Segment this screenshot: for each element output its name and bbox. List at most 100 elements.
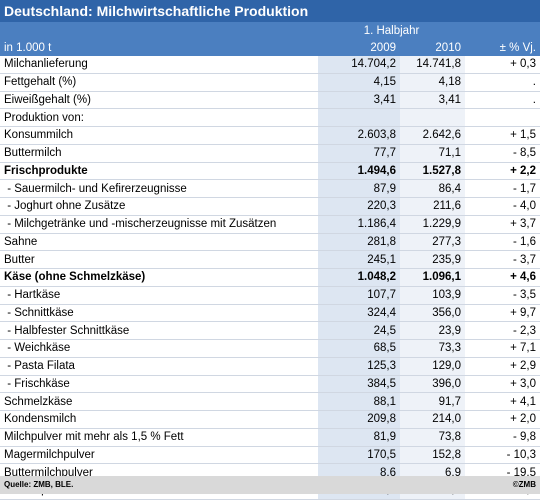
- source: Quelle: ZMB, BLE.: [4, 480, 74, 489]
- cell: - Milchgetränke und -mischerzeugnisse mi…: [0, 215, 318, 234]
- cell: 81,9: [318, 428, 400, 447]
- cell: - Weichkäse: [0, 339, 318, 358]
- row: Milchanlieferung 14.704,2 14.741,8 + 0,3: [0, 56, 540, 74]
- cell: Butter: [0, 250, 318, 269]
- row: - Sauermilch- und Kefirerzeugnisse 87,9 86…: [0, 179, 540, 198]
- cell: 281,8: [318, 233, 400, 252]
- cell: + 7,1: [465, 339, 540, 358]
- cell: + 0,3: [465, 56, 540, 74]
- cell: [318, 108, 400, 127]
- cell: 14.741,8: [400, 56, 465, 74]
- cell: 129,0: [400, 357, 465, 376]
- table: 1. Halbjahr in 1.000 t 2009 2010 ± % Vj. Mi…: [0, 22, 540, 500]
- cell: Milchpulver mit mehr als 1,5 % Fett: [0, 428, 318, 447]
- cell: 1.186,4: [318, 215, 400, 234]
- cell: 1.096,1: [400, 268, 465, 287]
- cell: 1.527,8: [400, 162, 465, 181]
- cell: .: [465, 91, 540, 110]
- row: Fettgehalt (%) 4,15 4,18.: [0, 73, 540, 92]
- cell: - Halbfester Schnittkäse: [0, 321, 318, 340]
- cell: 277,3: [400, 233, 465, 252]
- cell: + 3,7: [465, 215, 540, 234]
- cell: 86,4: [400, 179, 465, 198]
- cell: - 9,8: [465, 428, 540, 447]
- title: Deutschland: Milchwirtschaftliche Produk…: [0, 0, 540, 22]
- cell: 1.048,2: [318, 268, 400, 287]
- cell: Kondensmilch: [0, 410, 318, 429]
- row: Butter 245,1 235,9- 3,7: [0, 250, 540, 269]
- cell: + 2,9: [465, 357, 540, 376]
- cell: - 3,5: [465, 286, 540, 305]
- cell: 384,5: [318, 375, 400, 394]
- cell: + 2,0: [465, 410, 540, 429]
- cell: - 1,7: [465, 179, 540, 198]
- cell: 3,41: [400, 91, 465, 110]
- cell: 324,4: [318, 304, 400, 323]
- cell: 2.642,6: [400, 126, 465, 145]
- cell: 356,0: [400, 304, 465, 323]
- cell: 73,8: [400, 428, 465, 447]
- row: Käse (ohne Schmelzkäse) 1.048,2 1.096,1 + 4…: [0, 268, 540, 287]
- cell: .: [465, 73, 540, 92]
- cell: 88,1: [318, 392, 400, 411]
- col-header: ± % Vj.: [465, 39, 540, 56]
- cell: [400, 108, 465, 127]
- cell: - 4,0: [465, 197, 540, 216]
- cell: - 1,6: [465, 233, 540, 252]
- cell: 245,1: [318, 250, 400, 269]
- period: 1. Halbjahr: [318, 22, 465, 39]
- cell: + 9,7: [465, 304, 540, 323]
- cell: Käse (ohne Schmelzkäse): [0, 268, 318, 287]
- cell: - Frischkäse: [0, 375, 318, 394]
- row: Konsummilch 2.603,8 2.642,6 + 1,5: [0, 126, 540, 145]
- cell: Magermilchpulver: [0, 446, 318, 465]
- cell: 220,3: [318, 197, 400, 216]
- cell: 209,8: [318, 410, 400, 429]
- cell: Konsummilch: [0, 126, 318, 145]
- cell: 23,9: [400, 321, 465, 340]
- cell: - 3,7: [465, 250, 540, 269]
- row: Buttermilch 77,7 71,1- 8,5: [0, 144, 540, 163]
- cell: 68,5: [318, 339, 400, 358]
- cell: 152,8: [400, 446, 465, 465]
- cell: 73,3: [400, 339, 465, 358]
- row: Kondensmilch 209,8 214,0 + 2,0: [0, 410, 540, 429]
- cell: Milchanlieferung: [0, 56, 318, 74]
- cell: + 1,5: [465, 126, 540, 145]
- cell: 4,18: [400, 73, 465, 92]
- cell: 396,0: [400, 375, 465, 394]
- row: - Weichkäse 68,5 73,3 + 7,1: [0, 339, 540, 358]
- header-row: 1. Halbjahr: [0, 22, 540, 39]
- cell: 107,7: [318, 286, 400, 305]
- row: - Frischkäse 384,5 396,0 + 3,0: [0, 375, 540, 394]
- row: - Joghurt ohne Zusätze 220,3 211,6- 4,0: [0, 197, 540, 216]
- cell: + 4,1: [465, 392, 540, 411]
- cell: 170,5: [318, 446, 400, 465]
- cell: 14.704,2: [318, 56, 400, 74]
- cell: Schmelzkäse: [0, 392, 318, 411]
- cell: + 2,2: [465, 162, 540, 181]
- row: - Halbfester Schnittkäse 24,5 23,9- 2,3: [0, 321, 540, 340]
- row: Schmelzkäse 88,1 91,7 + 4,1: [0, 392, 540, 411]
- cell: Produktion von:: [0, 108, 318, 127]
- footer: Quelle: ZMB, BLE. ©ZMB: [0, 476, 540, 494]
- cell: Eiweißgehalt (%): [0, 91, 318, 110]
- cell: 214,0: [400, 410, 465, 429]
- copyright: ©ZMB: [512, 480, 536, 489]
- cell: 2.603,8: [318, 126, 400, 145]
- cell: 103,9: [400, 286, 465, 305]
- cell: 77,7: [318, 144, 400, 163]
- cell: - 8,5: [465, 144, 540, 163]
- cell: Fettgehalt (%): [0, 73, 318, 92]
- cell: 71,1: [400, 144, 465, 163]
- row: Eiweißgehalt (%) 3,41 3,41.: [0, 91, 540, 110]
- row: Sahne 281,8 277,3- 1,6: [0, 233, 540, 252]
- cell: - 2,3: [465, 321, 540, 340]
- cell: 235,9: [400, 250, 465, 269]
- cell: - Pasta Filata: [0, 357, 318, 376]
- cell: [465, 108, 540, 127]
- cell: - Schnittkäse: [0, 304, 318, 323]
- cell: 211,6: [400, 197, 465, 216]
- col-header: 2010: [400, 39, 465, 56]
